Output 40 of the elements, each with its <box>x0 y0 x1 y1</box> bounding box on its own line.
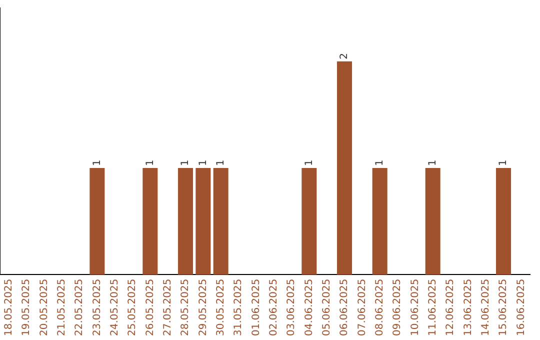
x-tick-label: 22.05.2025 <box>74 278 86 336</box>
x-tick-label: 30.05.2025 <box>215 278 226 336</box>
x-tick-label: 06.06.2025 <box>339 278 350 336</box>
x-tick-label: 29.05.2025 <box>198 278 209 336</box>
x-tick-label: 31.05.2025 <box>233 278 244 336</box>
data-label: 1 <box>180 160 192 166</box>
x-tick-label: 24.05.2025 <box>109 278 120 336</box>
x-tick-label: 01.06.2025 <box>250 278 262 336</box>
x-tick-label: 26.05.2025 <box>144 278 156 336</box>
x-tick-label: 08.06.2025 <box>374 278 386 336</box>
x-tick-label: 10.06.2025 <box>410 278 421 336</box>
x-tick-label: 11.06.2025 <box>427 278 438 336</box>
x-tick-label: 21.05.2025 <box>56 278 68 336</box>
data-label: 1 <box>304 160 315 166</box>
x-tick-label: 16.06.2025 <box>516 278 527 336</box>
x-tick-label: 03.06.2025 <box>286 278 298 336</box>
data-label: 2 <box>339 52 350 60</box>
x-tick-label: 04.06.2025 <box>304 278 315 336</box>
x-tick-label: 25.05.2025 <box>127 278 138 336</box>
data-label: 1 <box>374 160 386 166</box>
data-label: 1 <box>215 160 226 166</box>
x-tick-label: 05.06.2025 <box>321 278 332 336</box>
data-label: 1 <box>498 160 510 166</box>
x-tick-label: 23.05.2025 <box>92 278 103 336</box>
data-label: 1 <box>427 160 438 166</box>
x-tick-label: 15.06.2025 <box>498 278 510 336</box>
x-tick-label: 07.06.2025 <box>356 278 368 336</box>
data-label: 1 <box>144 160 156 166</box>
x-tick-label: 09.06.2025 <box>392 278 404 336</box>
x-tick-label: 28.05.2025 <box>180 278 192 336</box>
data-label: 1 <box>198 160 209 166</box>
x-tick-label: 20.05.2025 <box>38 278 50 336</box>
x-tick-label: 14.06.2025 <box>480 278 492 336</box>
x-tick-label: 13.06.2025 <box>462 278 474 336</box>
data-label: 1 <box>92 160 103 166</box>
x-tick-label: 27.05.2025 <box>162 278 174 336</box>
x-tick-label: 02.06.2025 <box>268 278 280 336</box>
x-tick-label: 12.06.2025 <box>445 278 456 336</box>
x-tick-label: 18.05.2025 <box>3 278 14 336</box>
x-tick-label: 19.05.2025 <box>21 278 32 336</box>
